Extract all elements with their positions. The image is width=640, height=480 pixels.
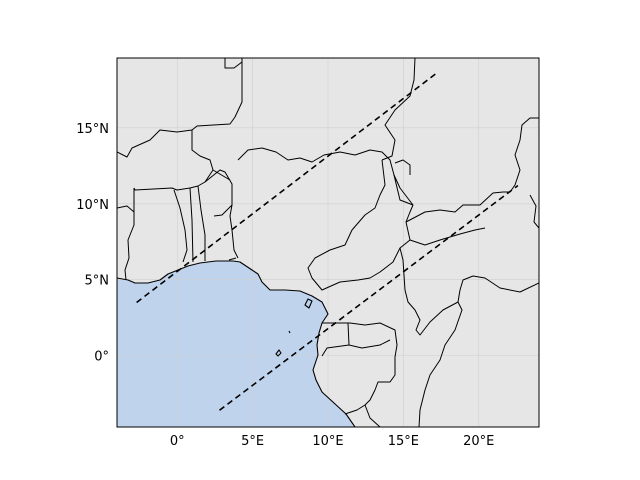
x-tick-label: 15°E (388, 434, 419, 449)
sao-tome-island (275, 349, 282, 357)
y-tick-label: 0° (94, 350, 109, 365)
country-borders (117, 58, 539, 427)
lower-track-dashed-line (219, 184, 519, 411)
y-tick-label: 10°N (76, 198, 109, 213)
y-tick-label: 15°N (76, 122, 109, 137)
y-tick-label: 5°N (85, 274, 110, 289)
principe-island (288, 330, 291, 334)
x-tick-label: 20°E (463, 434, 494, 449)
upper-track-dashed-line (136, 72, 438, 304)
x-tick-label: 5°E (241, 434, 264, 449)
map-frame (116, 57, 540, 428)
x-tick-label: 10°E (312, 434, 343, 449)
gridlines (117, 58, 539, 427)
bioko-island (304, 298, 313, 309)
coastline (117, 257, 356, 427)
ocean-gulf-of-guinea (117, 261, 355, 427)
x-tick-label: 0° (170, 434, 185, 449)
axis-ticks: 0° 5°E 10°E 15°E 20°E 0° 5°N 10°N 15°N (76, 122, 494, 449)
dashed-tracks (136, 72, 519, 411)
